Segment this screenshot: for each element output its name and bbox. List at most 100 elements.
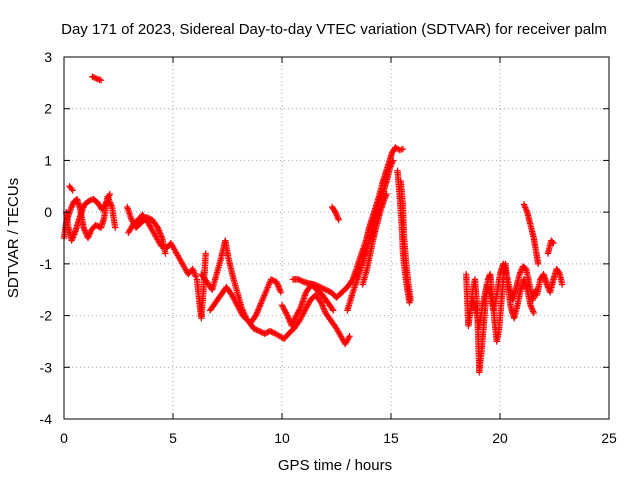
data-point [106, 190, 113, 198]
x-tick-label: 25 [601, 430, 617, 446]
data-point [102, 201, 109, 208]
data-point [407, 296, 414, 304]
x-axis-label: GPS time / hours [278, 457, 392, 474]
data-point [555, 269, 563, 277]
data-point [319, 302, 326, 309]
data-point [277, 287, 284, 295]
data-point [270, 329, 278, 337]
data-point [81, 227, 89, 234]
data-point [97, 77, 105, 84]
data-point [156, 228, 163, 236]
data-point [549, 238, 556, 246]
data-point [255, 306, 262, 313]
data-point [550, 239, 557, 247]
data-point [530, 309, 537, 317]
data-point [284, 312, 291, 319]
data-point [81, 225, 88, 233]
grid-lines [64, 57, 609, 419]
data-point [318, 299, 325, 306]
data-point [558, 281, 566, 288]
plot-frame [63, 56, 610, 420]
data-point [68, 203, 76, 210]
data-point [534, 260, 542, 268]
axis-ticks: 0 5 10 15 20 25 -4 -3 -2 -1 0 1 2 3 [40, 49, 617, 446]
data-point [157, 230, 164, 237]
y-axis-label: SDTVAR / TECUs [5, 178, 22, 298]
data-point [157, 231, 165, 239]
data-point [399, 145, 407, 153]
x-tick-label: 0 [60, 430, 68, 446]
data-point [104, 196, 111, 204]
data-point [383, 190, 390, 198]
data-point [283, 310, 290, 318]
data-point [253, 309, 261, 316]
data-point [321, 306, 328, 314]
data-point [335, 216, 342, 224]
data-point [154, 224, 161, 231]
x-tick-label: 20 [492, 430, 508, 446]
data-points [60, 73, 566, 376]
y-tick-label: -2 [40, 308, 53, 324]
x-tick-label: 5 [169, 430, 177, 446]
data-point [274, 281, 281, 289]
chart-title: Day 171 of 2023, Sidereal Day-to-day VTE… [61, 21, 607, 38]
data-point [284, 313, 292, 321]
y-tick-label: 1 [44, 152, 52, 168]
data-point [66, 207, 74, 214]
data-point [252, 312, 260, 319]
data-point [202, 250, 209, 257]
data-point [330, 307, 337, 314]
data-point [321, 308, 329, 315]
x-tick-label: 10 [274, 430, 290, 446]
data-point [67, 205, 74, 213]
data-point [275, 283, 282, 290]
y-tick-label: 0 [44, 204, 52, 220]
data-point [256, 303, 263, 310]
data-point [277, 289, 285, 296]
data-point [329, 305, 336, 313]
data-point [103, 198, 110, 205]
data-point [112, 224, 119, 231]
data-point [155, 225, 162, 233]
data-point [254, 307, 261, 315]
data-point [68, 185, 75, 193]
data-point [108, 202, 115, 209]
data-point [318, 300, 326, 308]
data-point [89, 73, 96, 80]
data-point [285, 315, 292, 322]
data-point [346, 333, 353, 340]
data-point [153, 223, 161, 230]
y-tick-label: 3 [44, 49, 52, 65]
data-point [80, 224, 87, 231]
data-point [317, 298, 324, 305]
data-point [105, 193, 112, 201]
data-point [92, 74, 99, 82]
data-point [296, 306, 303, 313]
data-point [158, 233, 165, 240]
data-point [69, 201, 76, 208]
data-point [253, 310, 260, 318]
y-tick-label: -4 [40, 411, 53, 427]
data-point [331, 207, 338, 215]
data-point [255, 304, 263, 312]
data-point [68, 204, 75, 211]
y-tick-label: -3 [40, 359, 53, 375]
data-point [69, 187, 76, 194]
data-point [90, 74, 97, 81]
data-point [155, 227, 163, 234]
data-point [104, 195, 112, 202]
data-point [105, 192, 113, 199]
data-point [320, 305, 327, 312]
data-point [162, 250, 169, 257]
data-point [273, 278, 280, 286]
data-point [102, 199, 110, 207]
data-point [319, 303, 327, 311]
data-point [276, 286, 283, 293]
data-point [275, 284, 283, 292]
y-tick-label: -1 [40, 256, 53, 272]
data-point [273, 280, 281, 287]
data-point [251, 313, 259, 321]
x-tick-label: 15 [383, 430, 399, 446]
data-point [101, 202, 108, 209]
